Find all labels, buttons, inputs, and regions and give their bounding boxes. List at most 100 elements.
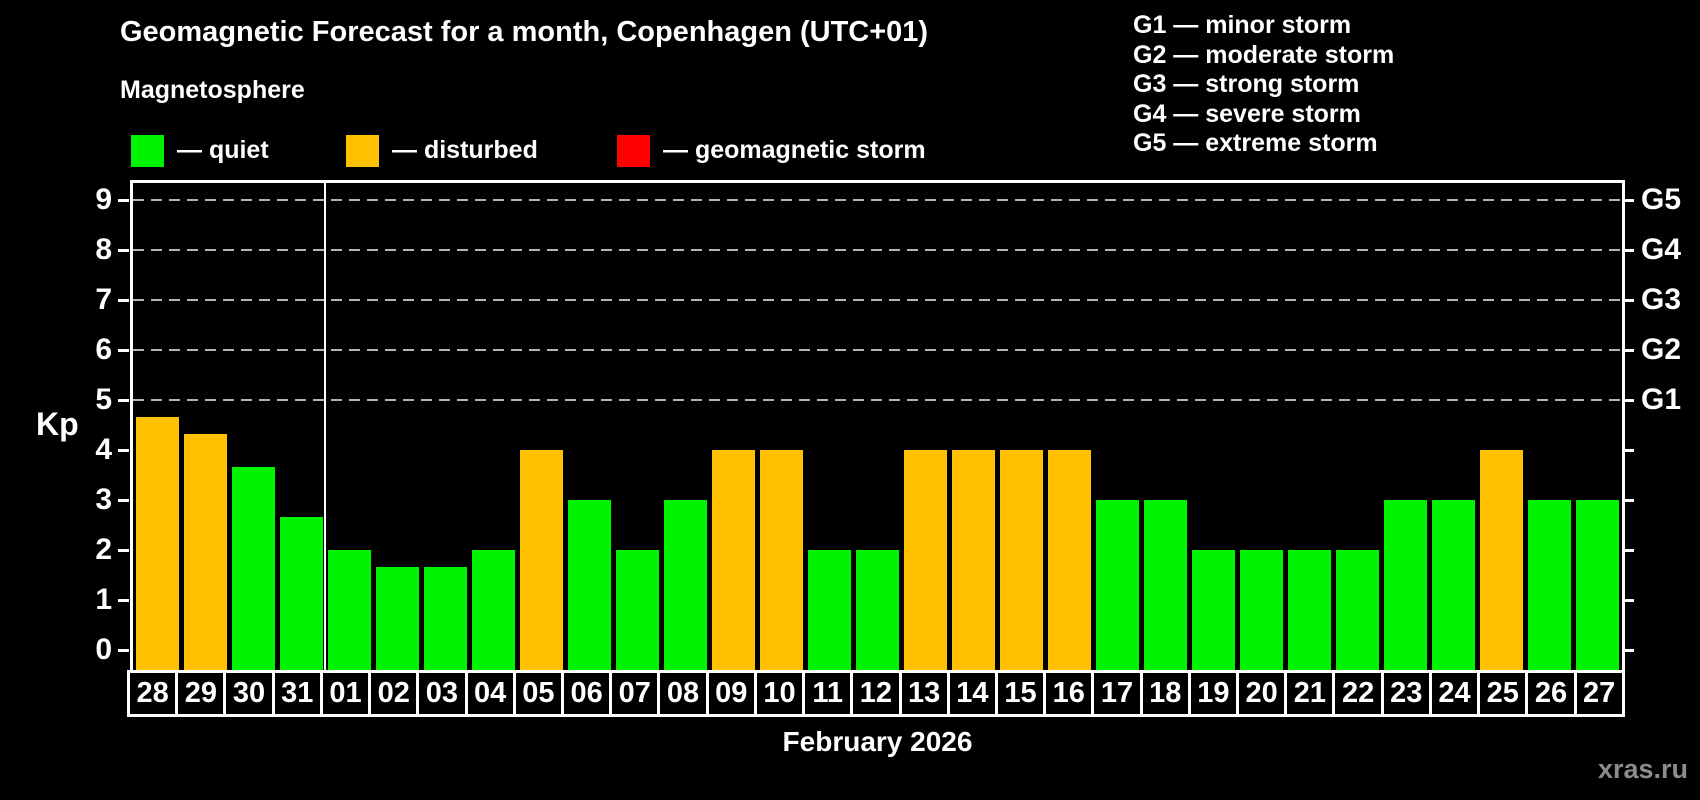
left-axis-tick-kp0: [118, 649, 129, 652]
bars-container: [133, 183, 1622, 670]
watermark: xras.ru: [1597, 754, 1688, 784]
date-label-10: 10: [753, 670, 806, 717]
kp-bar-day-03: [423, 566, 467, 670]
kp-bar-day-15: [1000, 450, 1044, 670]
legend-item-storm: — geomagnetic storm: [617, 134, 926, 167]
g-scale-line-2: G2 — moderate storm: [1133, 40, 1395, 69]
date-label-19: 19: [1187, 670, 1240, 717]
kp-bar-day-24: [1432, 500, 1476, 670]
bar-slot-03: [421, 183, 469, 670]
left-axis-tick-kp8: [118, 249, 129, 252]
right-axis-tick-kp5: [1623, 399, 1634, 402]
kp-bar-day-13: [904, 450, 948, 670]
kp-bar-day-21: [1288, 550, 1332, 670]
date-label-27: 27: [1573, 670, 1625, 717]
date-label-23: 23: [1380, 670, 1432, 717]
date-label-04: 04: [464, 670, 516, 717]
kp-axis-title: Kp: [36, 406, 79, 442]
left-axis-tick-kp9: [118, 199, 129, 202]
kp-tick-label-6: 6: [95, 333, 112, 366]
kp-bar-day-04: [471, 550, 515, 670]
left-axis-tick-kp5: [118, 399, 129, 402]
bar-slot-08: [661, 183, 709, 670]
bar-slot-17: [1094, 183, 1142, 670]
plot-area: [130, 180, 1625, 670]
left-axis-tick-kp4: [118, 449, 129, 452]
g-label-g5: G5: [1641, 183, 1682, 216]
gridline-g1: [133, 399, 1622, 401]
date-label-09: 09: [705, 670, 757, 717]
kp-bar-day-10: [759, 450, 803, 670]
gridline-g2: [133, 349, 1622, 351]
right-axis-tick-kp0: [1623, 649, 1634, 652]
left-axis-tick-kp1: [118, 599, 129, 602]
kp-bar-day-16: [1048, 450, 1092, 670]
kp-bar-day-29: [183, 433, 227, 670]
page-title: Geomagnetic Forecast for a month, Copenh…: [120, 16, 929, 48]
g-label-g4: G4: [1641, 233, 1682, 266]
bar-slot-14: [950, 183, 998, 670]
kp-bar-day-22: [1336, 550, 1380, 670]
date-label-17: 17: [1091, 670, 1143, 717]
date-label-24: 24: [1428, 670, 1481, 717]
bar-slot-26: [1526, 183, 1574, 670]
kp-bar-day-20: [1240, 550, 1284, 670]
kp-bar-day-01: [327, 550, 371, 670]
bar-slot-05: [517, 183, 565, 670]
legend-item-quiet: — quiet: [131, 134, 269, 167]
g-scale-line-3: G3 — strong storm: [1133, 70, 1360, 98]
kp-bar-day-30: [231, 466, 275, 670]
g-scale-line-4: G4 — severe storm: [1133, 99, 1361, 128]
bar-slot-29: [181, 183, 229, 670]
right-axis-tick-kp1: [1623, 599, 1634, 602]
bar-slot-01: [325, 183, 373, 670]
date-label-20: 20: [1236, 670, 1288, 717]
bar-slot-15: [998, 183, 1046, 670]
g-scale-line-1: G1 — minor storm: [1133, 11, 1352, 39]
date-label-22: 22: [1332, 670, 1384, 717]
bar-slot-16: [1046, 183, 1094, 670]
left-axis-tick-kp3: [118, 499, 129, 502]
bar-slot-24: [1430, 183, 1478, 670]
g-label-g1: G1: [1641, 383, 1682, 416]
bar-slot-19: [1190, 183, 1238, 670]
date-label-02: 02: [368, 670, 420, 717]
date-label-25: 25: [1477, 670, 1529, 717]
bar-slot-25: [1478, 183, 1526, 670]
chart-subtitle: Magnetosphere: [120, 76, 305, 104]
kp-bar-day-19: [1192, 550, 1236, 670]
kp-tick-label-1: 1: [95, 583, 112, 616]
bar-slot-28: [133, 183, 181, 670]
kp-tick-label-0: 0: [95, 633, 112, 666]
right-axis-tick-kp8: [1623, 249, 1634, 252]
left-axis-tick-kp2: [118, 549, 129, 552]
kp-bar-day-31: [279, 516, 323, 670]
legend-label-storm: — geomagnetic storm: [663, 136, 926, 164]
kp-bar-day-12: [855, 550, 899, 670]
kp-bar-day-26: [1528, 500, 1572, 670]
kp-bar-day-02: [375, 566, 419, 670]
date-axis-row: 28 29 30 31 01 02 03 04 05 06 07 08 09 10 11 12 13 14 15 16…: [127, 670, 1625, 717]
date-label-11: 11: [802, 670, 854, 717]
date-label-13: 13: [898, 670, 950, 717]
kp-tick-label-2: 2: [95, 533, 112, 566]
gridline-g4: [133, 249, 1622, 251]
gridline-g3: [133, 299, 1622, 301]
bar-slot-18: [1142, 183, 1190, 670]
bar-slot-11: [805, 183, 853, 670]
kp-bar-day-14: [952, 450, 996, 670]
bar-slot-31: [277, 183, 325, 670]
date-label-16: 16: [1043, 670, 1095, 717]
right-axis-tick-kp2: [1623, 549, 1634, 552]
date-label-14: 14: [946, 670, 998, 717]
kp-tick-label-3: 3: [95, 483, 112, 516]
date-label-28: 28: [127, 670, 179, 717]
date-label-07: 07: [609, 670, 661, 717]
date-label-21: 21: [1284, 670, 1336, 717]
bar-slot-02: [373, 183, 421, 670]
bar-slot-12: [853, 183, 901, 670]
disturbed-color-swatch: [346, 134, 379, 167]
bar-slot-07: [613, 183, 661, 670]
kp-bar-day-06: [567, 500, 611, 670]
date-label-26: 26: [1525, 670, 1577, 717]
